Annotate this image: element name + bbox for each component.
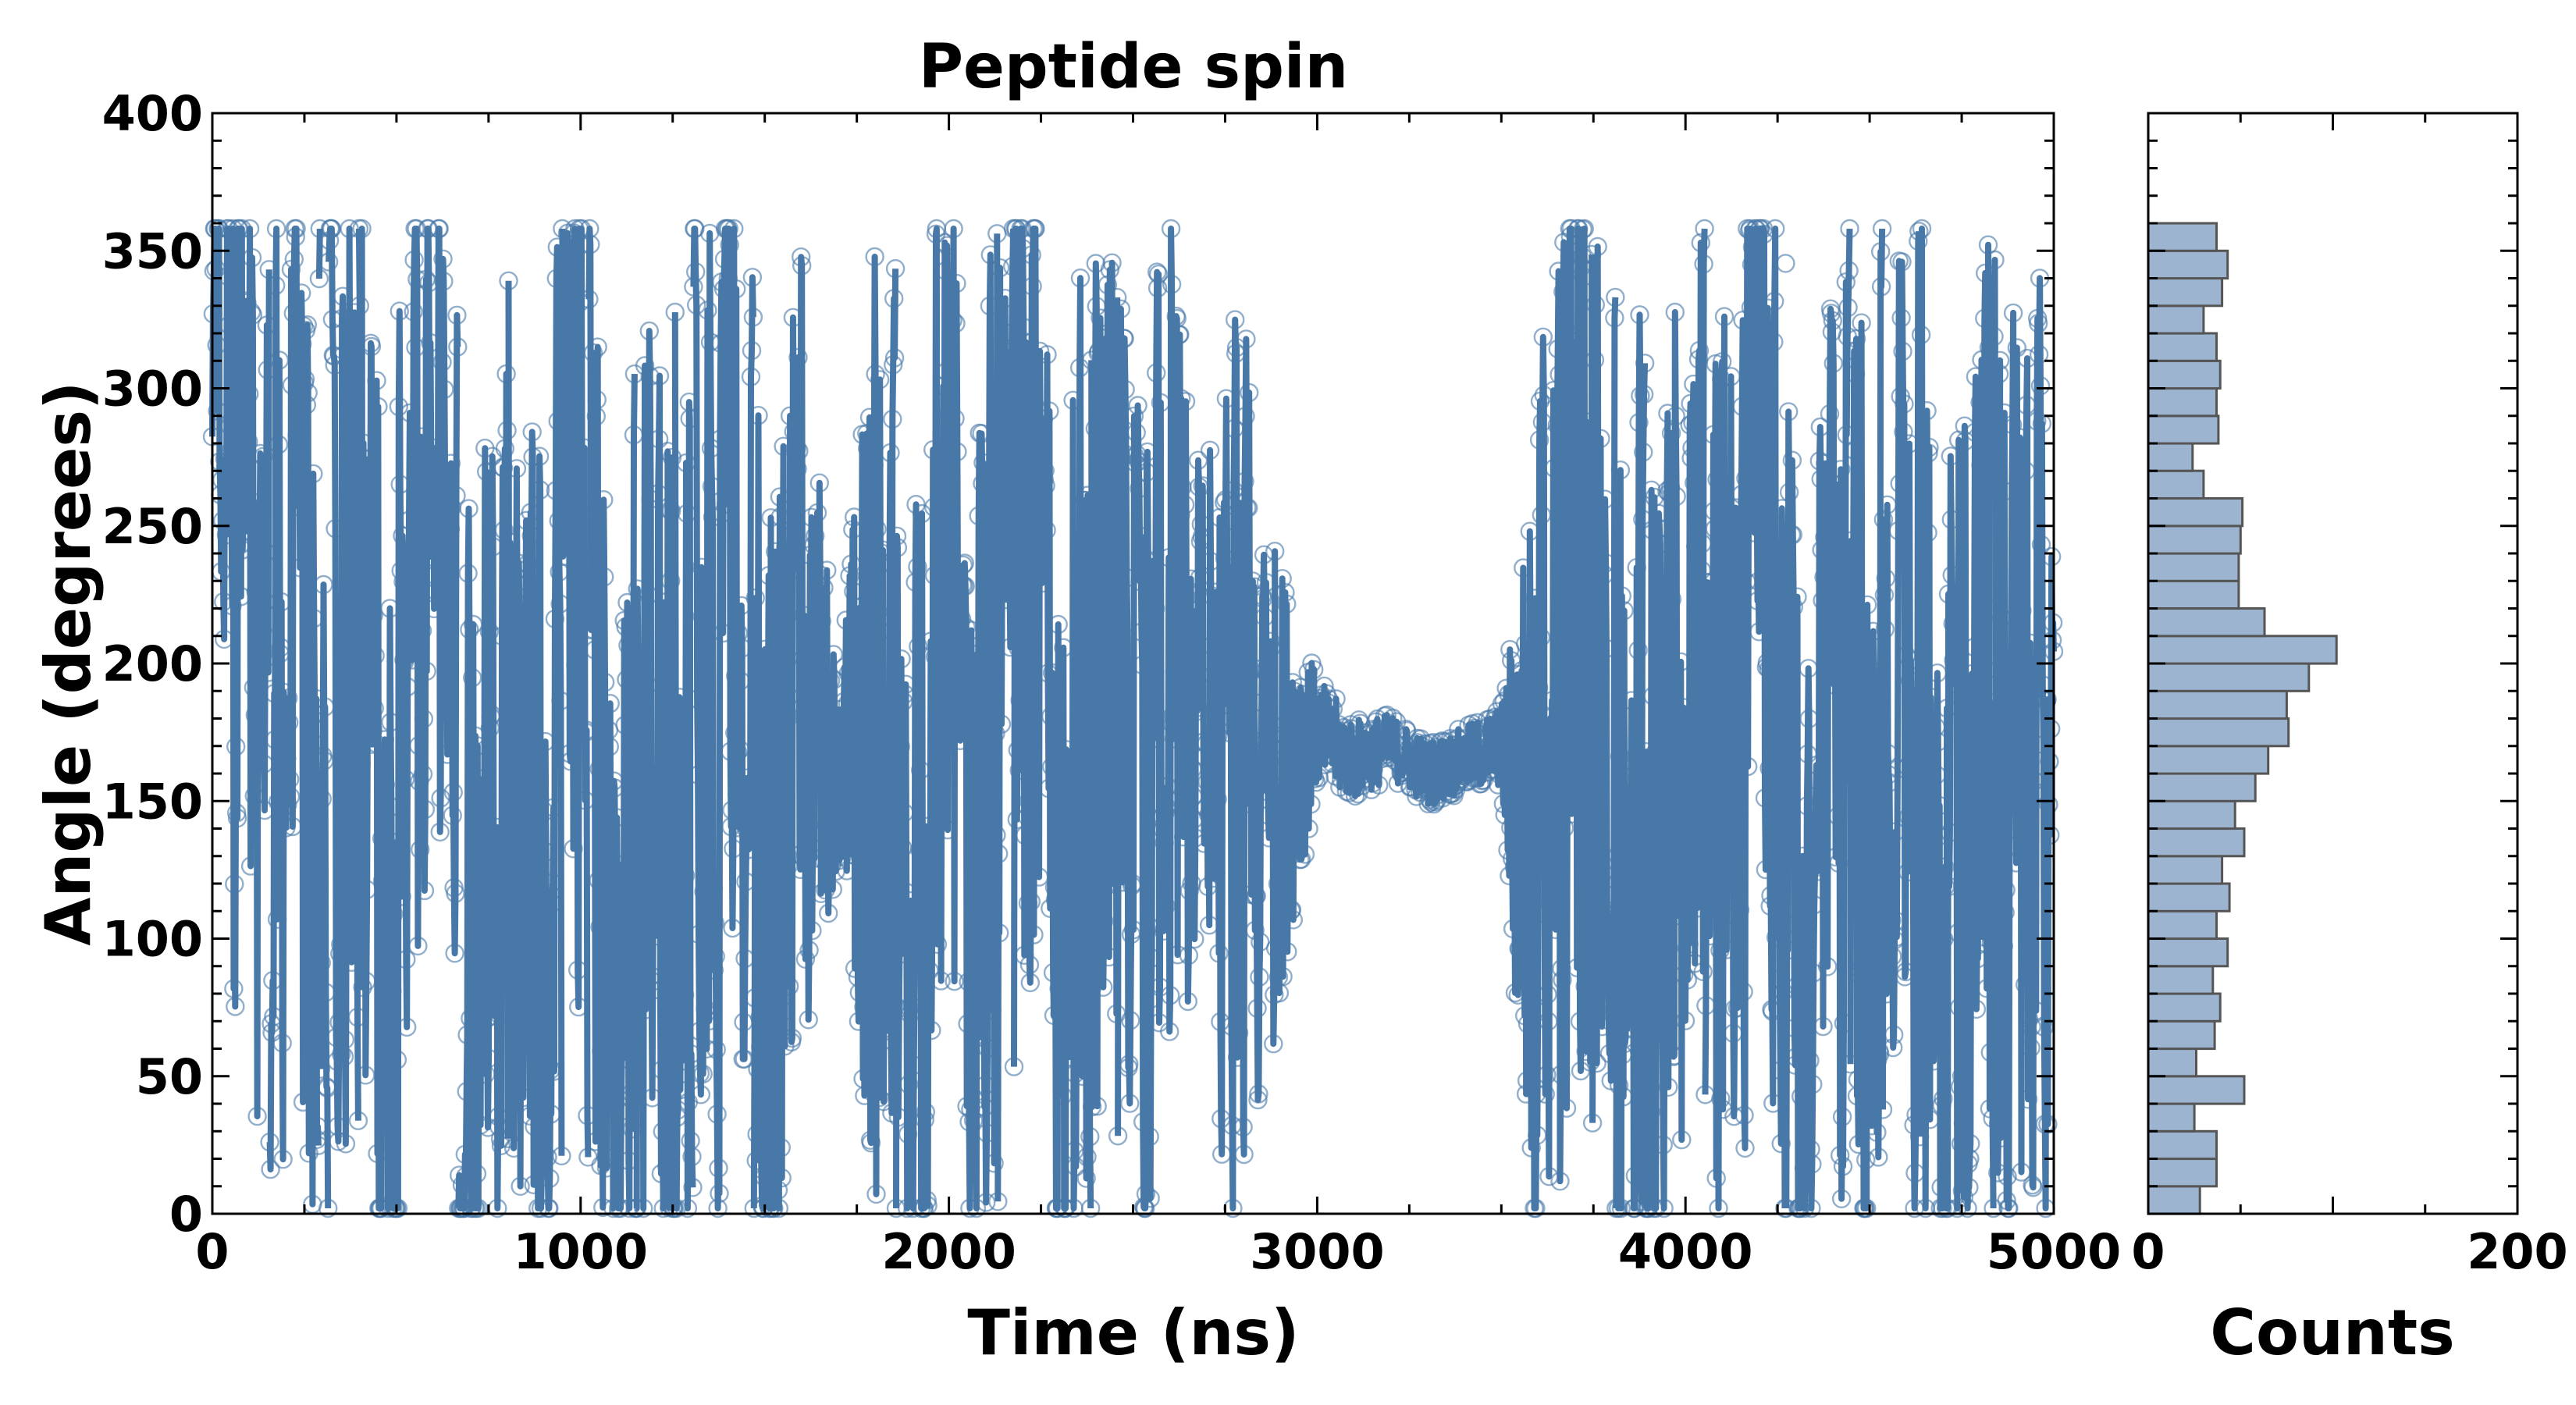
histogram-bar xyxy=(2147,359,2222,390)
y-tick-label: 150 xyxy=(102,773,203,830)
x-tick-label: 3000 xyxy=(1250,1223,1385,1280)
histogram-bars xyxy=(2147,222,2338,1215)
histogram-bar xyxy=(2147,414,2220,445)
y-tick-label: 250 xyxy=(102,498,203,555)
histogram-bar xyxy=(2147,442,2194,472)
histogram-bar xyxy=(2147,1048,2197,1078)
main-data-layer xyxy=(202,219,2064,1218)
histogram-bar xyxy=(2147,1102,2196,1133)
histogram-bar xyxy=(2147,1129,2218,1161)
histogram-bar xyxy=(2147,937,2229,968)
histogram-bar xyxy=(2147,855,2224,885)
y-tick-label: 100 xyxy=(102,911,203,968)
histogram-area: 0 200 xyxy=(2131,112,2568,1280)
x-tick-label: 4000 xyxy=(1618,1223,1753,1280)
histogram-bar xyxy=(2147,304,2205,335)
histogram-bar xyxy=(2147,965,2215,995)
histogram-bar xyxy=(2147,387,2218,418)
y-tick-label: 400 xyxy=(102,85,203,142)
histogram-bar xyxy=(2147,827,2246,858)
histogram-bar xyxy=(2147,332,2218,362)
histogram-bar xyxy=(2147,745,2270,775)
histogram-bar xyxy=(2147,469,2205,500)
x-tick-label: 1000 xyxy=(514,1223,649,1280)
histogram-bar xyxy=(2147,635,2338,665)
main-plot-area: 0 1000 2000 3000 4000 50000501001502002503003… xyxy=(102,85,2122,1280)
x-axis-label: Time (ns) xyxy=(967,1297,1299,1369)
y-axis-label: Angle (degrees) xyxy=(32,381,105,945)
hist-x-tick-label: 0 xyxy=(2131,1223,2165,1280)
histogram-bar xyxy=(2147,992,2222,1023)
histogram-bar xyxy=(2147,1019,2216,1051)
y-tick-label: 50 xyxy=(136,1048,203,1105)
x-tick-label: 5000 xyxy=(1987,1223,2122,1280)
y-tick-label: 0 xyxy=(169,1186,203,1243)
chart-title: Peptide spin xyxy=(919,32,1348,102)
histogram-x-axis-label: Counts xyxy=(2210,1297,2454,1369)
histogram-bar xyxy=(2147,222,2218,252)
histogram-bar xyxy=(2147,799,2236,831)
histogram-bar xyxy=(2147,277,2224,308)
histogram-bar xyxy=(2147,607,2266,638)
histogram-bar xyxy=(2147,525,2242,555)
histogram-bar xyxy=(2147,1158,2218,1188)
x-tick-label: 2000 xyxy=(881,1223,1016,1280)
histogram-bar xyxy=(2147,909,2218,941)
hist-x-tick-label: 200 xyxy=(2467,1223,2567,1280)
histogram-bar xyxy=(2147,497,2244,528)
histogram-bar xyxy=(2147,552,2240,582)
histogram-bar xyxy=(2147,717,2290,748)
y-tick-label: 350 xyxy=(102,222,203,279)
histogram-bar xyxy=(2147,579,2240,610)
y-tick-label: 300 xyxy=(102,361,203,418)
histogram-bar xyxy=(2147,1185,2201,1215)
histogram-bar xyxy=(2147,689,2288,720)
histogram-bar xyxy=(2147,772,2257,802)
histogram-bar xyxy=(2147,882,2231,912)
y-tick-label: 200 xyxy=(102,635,203,692)
series-line xyxy=(209,226,2057,1211)
data-point xyxy=(1776,254,1795,273)
histogram-bar xyxy=(2147,1075,2246,1105)
histogram-bar xyxy=(2147,249,2229,280)
histogram-bar xyxy=(2147,662,2311,692)
